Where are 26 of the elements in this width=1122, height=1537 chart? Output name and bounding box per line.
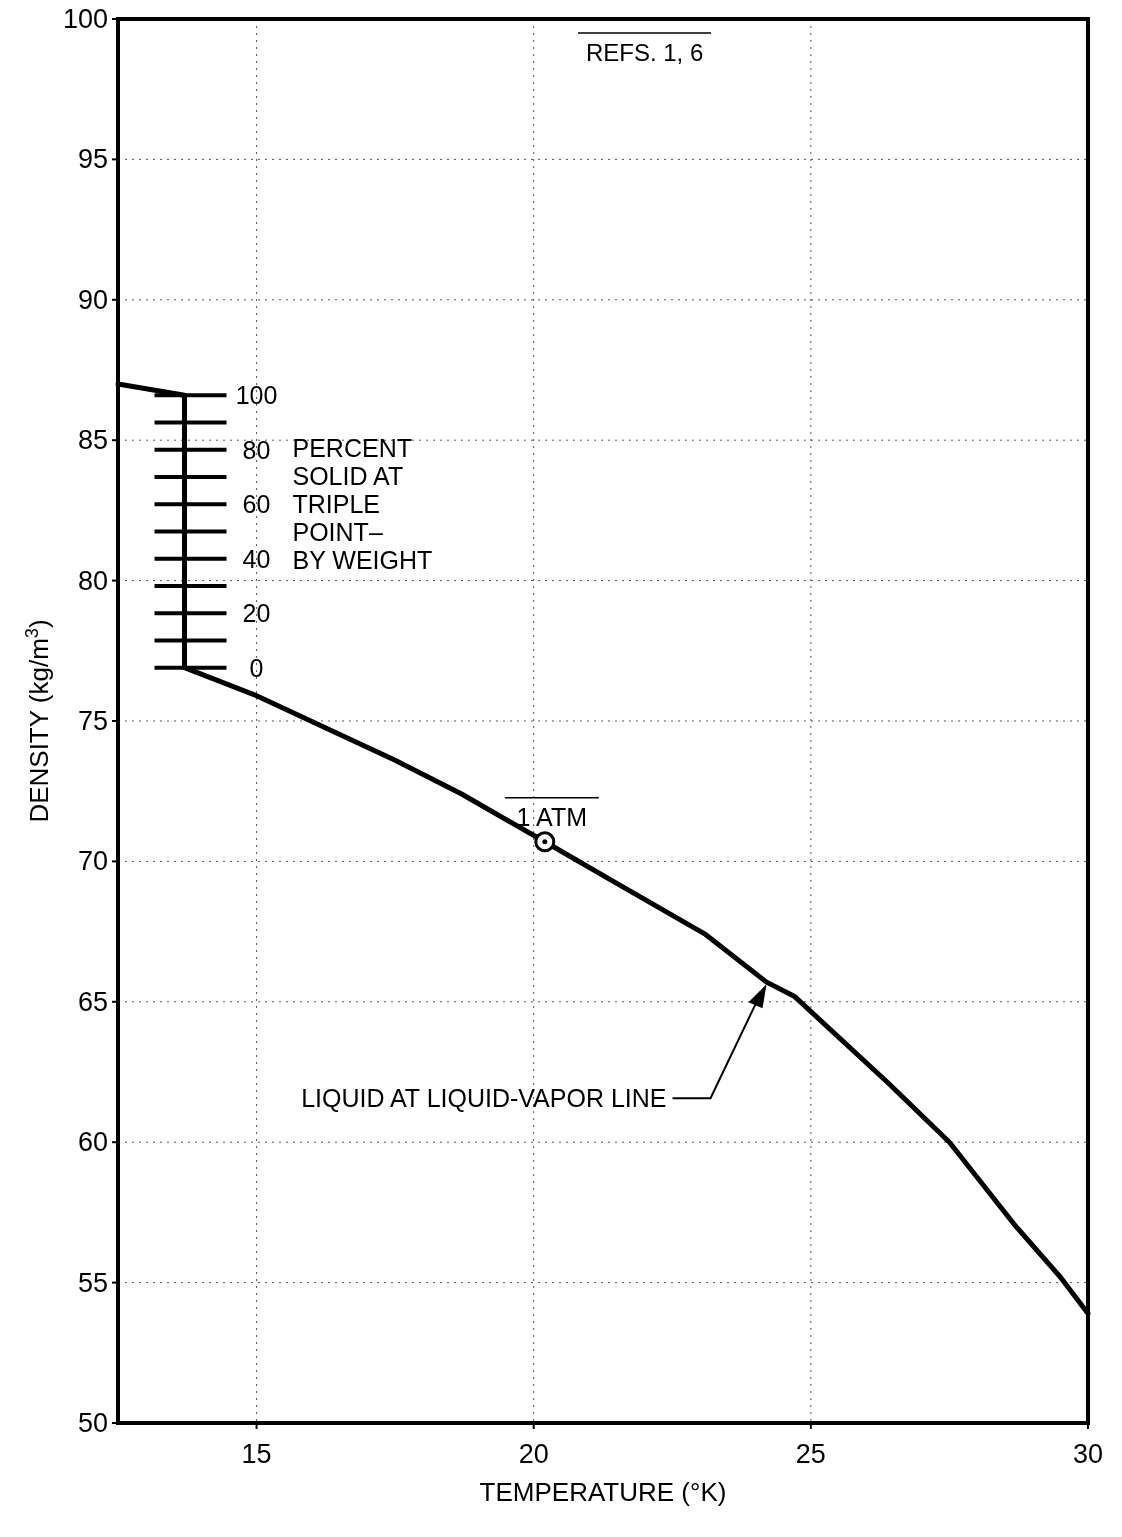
annotation: 100 — [235, 381, 278, 410]
annotation: LIQUID AT LIQUID-VAPOR LINE — [301, 1084, 667, 1113]
y-tick-label: 95 — [77, 144, 108, 175]
annotation: 20 — [242, 599, 271, 628]
x-tick-label: 20 — [518, 1439, 549, 1469]
y-tick-label: 80 — [77, 565, 108, 596]
y-tick-label: 90 — [77, 284, 108, 315]
y-tick-label: 85 — [77, 425, 108, 456]
y-tick-label: 60 — [77, 1127, 108, 1158]
y-tick-label: 75 — [77, 706, 108, 736]
y-tick-label: 65 — [77, 986, 108, 1017]
annotation: 0 — [249, 653, 264, 682]
annotation: PERCENT SOLID AT TRIPLE POINT– BY WEIGHT — [292, 434, 433, 575]
annotation: REFS. 1, 6 — [585, 39, 704, 66]
y-tick-label: 50 — [77, 1408, 108, 1438]
x-tick-label: 30 — [1072, 1439, 1104, 1469]
y-tick-label: 100 — [62, 4, 108, 34]
annotation: 60 — [242, 490, 271, 519]
annotation: 40 — [242, 544, 271, 573]
x-tick-label: 25 — [795, 1439, 826, 1469]
x-tick-label: 15 — [241, 1439, 272, 1469]
x-axis-title: TEMPERATURE (°K) — [479, 1477, 727, 1507]
annotation: 80 — [242, 435, 271, 464]
y-tick-label: 55 — [77, 1267, 108, 1298]
y-tick-label: 70 — [77, 846, 108, 877]
annotation: 1 ATM — [516, 802, 587, 831]
